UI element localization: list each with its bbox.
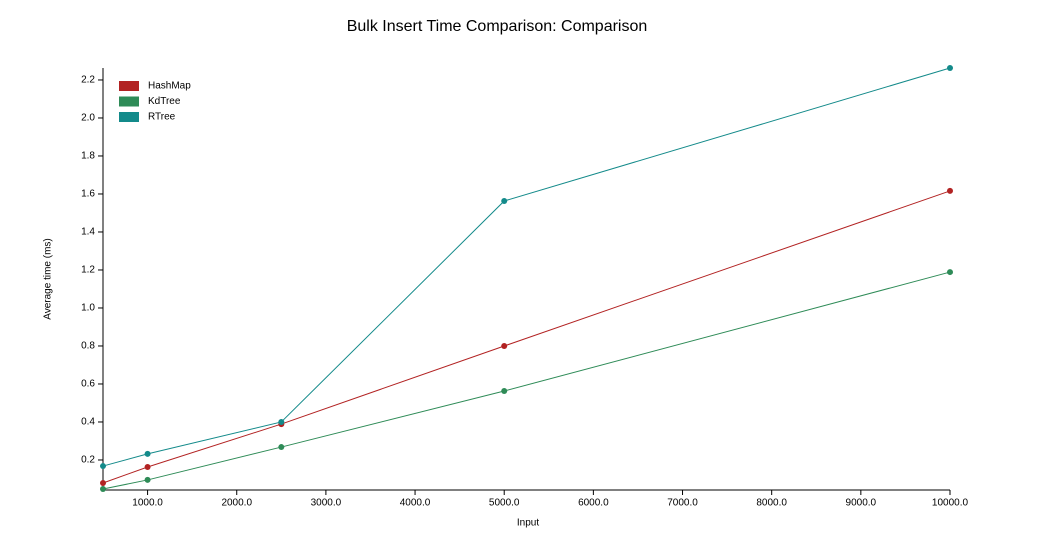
- point: [501, 388, 508, 395]
- y-tick-label: 0.2: [81, 455, 95, 466]
- legend-label: KdTree: [148, 96, 181, 107]
- point: [144, 450, 151, 457]
- point: [947, 187, 953, 194]
- x-tick-label: 3000.0: [311, 498, 342, 509]
- x-tick-label: 1000.0: [132, 498, 163, 509]
- point: [100, 486, 106, 493]
- legend-swatch: [119, 96, 139, 107]
- y-tick-label: 1.6: [81, 189, 95, 200]
- series-line: [102, 271, 951, 490]
- x-tick-label: 7000.0: [667, 498, 698, 509]
- y-tick-label: 1.2: [81, 265, 95, 276]
- legend-label: RTree: [148, 112, 176, 123]
- y-tick-label: 2.0: [81, 113, 95, 124]
- legend-swatch: [119, 112, 139, 122]
- legend-swatch: [119, 81, 139, 91]
- point: [501, 198, 508, 205]
- point: [947, 269, 953, 276]
- y-tick-label: 1.4: [81, 227, 95, 238]
- series-line: [102, 67, 951, 467]
- series-line: [102, 190, 951, 484]
- x-tick-label: 5000.0: [489, 498, 520, 509]
- point: [947, 65, 953, 71]
- point: [144, 476, 151, 483]
- point: [100, 479, 106, 486]
- x-axis-label: Input: [517, 518, 539, 529]
- y-tick-label: 1.8: [81, 151, 95, 162]
- y-axis-label: Average time (ms): [43, 238, 54, 320]
- x-tick-label: 8000.0: [756, 498, 787, 509]
- y-tick-label: 0.6: [81, 379, 95, 390]
- y-tick-label: 2.2: [81, 75, 95, 86]
- y-tick-label: 1.0: [81, 303, 95, 314]
- x-tick-label: 2000.0: [221, 498, 252, 509]
- legend-label: HashMap: [148, 81, 191, 92]
- point: [278, 444, 285, 451]
- x-tick-label: 6000.0: [578, 498, 609, 509]
- y-tick-label: 0.8: [81, 341, 95, 352]
- point: [144, 464, 151, 471]
- y-tick-label: 0.4: [81, 417, 95, 428]
- point: [278, 418, 285, 425]
- x-tick-label: 10000.0: [932, 498, 969, 509]
- x-tick-label: 9000.0: [846, 498, 877, 509]
- point: [501, 342, 508, 349]
- x-tick-label: 4000.0: [400, 498, 431, 509]
- chart-title: Bulk Insert Time Comparison: Comparison: [347, 18, 648, 35]
- point: [100, 463, 106, 470]
